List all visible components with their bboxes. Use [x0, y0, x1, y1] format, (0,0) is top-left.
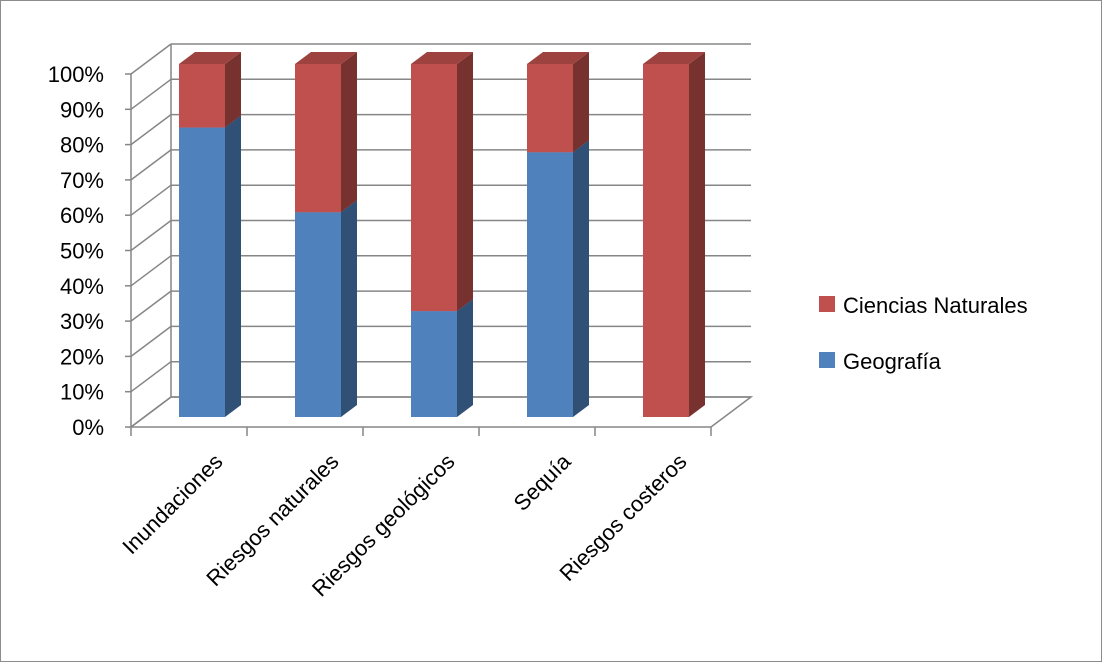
- x-category-label: Riesgos costeros: [555, 449, 692, 586]
- legend-swatch: [819, 352, 835, 368]
- bars: [179, 52, 705, 417]
- y-tick-label: 60%: [60, 203, 104, 228]
- y-tick-label: 100%: [48, 62, 104, 87]
- gridline-side: [130, 290, 172, 322]
- bar-segment: [295, 52, 357, 213]
- legend: Ciencias Naturales Geografía: [819, 293, 1028, 374]
- bar-front: [411, 311, 457, 417]
- bar-top: [179, 52, 241, 64]
- y-tick-label: 90%: [60, 97, 104, 122]
- bar-side: [341, 52, 357, 213]
- x-category-label: Inundaciones: [117, 449, 227, 559]
- gridline-side: [130, 325, 172, 357]
- bar-side: [457, 52, 473, 312]
- bar-segment: [527, 140, 589, 417]
- bar-top: [527, 52, 589, 64]
- bar-front: [643, 64, 689, 417]
- floor: [128, 396, 754, 428]
- y-tick-label: 80%: [60, 133, 104, 158]
- x-category-label: Sequía: [509, 448, 577, 516]
- bar-top: [295, 52, 357, 64]
- bar-segment: [527, 52, 589, 153]
- bar-segment: [411, 299, 473, 417]
- legend-swatch: [819, 296, 835, 312]
- gridline-side: [130, 361, 172, 393]
- bar-side: [689, 52, 705, 417]
- bar-side: [573, 52, 589, 153]
- y-tick-label: 40%: [60, 274, 104, 299]
- bar-side: [457, 299, 473, 417]
- gridline-side: [130, 184, 172, 216]
- bar-top: [411, 52, 473, 64]
- legend-label: Geografía: [843, 349, 942, 374]
- gridline-side: [130, 113, 172, 146]
- bar-segment: [295, 200, 357, 417]
- bar-front: [179, 127, 225, 417]
- bar-segment: [411, 52, 473, 312]
- legend-label: Ciencias Naturales: [843, 293, 1028, 318]
- bar-side: [341, 200, 357, 417]
- y-tick-label: 0%: [72, 415, 104, 440]
- gridline-side: [130, 149, 172, 181]
- gridline-side: [130, 78, 172, 110]
- bar-front: [527, 152, 573, 417]
- bar-side: [225, 52, 241, 128]
- y-tick-label: 50%: [60, 239, 104, 264]
- y-tick-label: 30%: [60, 309, 104, 334]
- bar-front: [179, 64, 225, 128]
- gridline-side: [130, 219, 172, 252]
- gridline-side: [130, 255, 172, 287]
- bar-side: [573, 140, 589, 417]
- y-tick-label: 70%: [60, 168, 104, 193]
- y-axis: 0% 10% 20% 30% 40% 50% 60% 70% 80% 90% 100%: [48, 62, 132, 440]
- bar-front: [295, 64, 341, 213]
- y-tick-label: 10%: [60, 380, 104, 405]
- bar-front: [295, 212, 341, 417]
- bar-segment: [179, 52, 241, 128]
- y-tick-label: 20%: [60, 344, 104, 369]
- gridline-side: [130, 43, 172, 75]
- bar-segment: [179, 115, 241, 417]
- bar-front: [527, 64, 573, 153]
- bar-segment: [643, 52, 705, 417]
- bar-side: [225, 115, 241, 417]
- bar-front: [411, 64, 457, 312]
- bar-top: [643, 52, 705, 64]
